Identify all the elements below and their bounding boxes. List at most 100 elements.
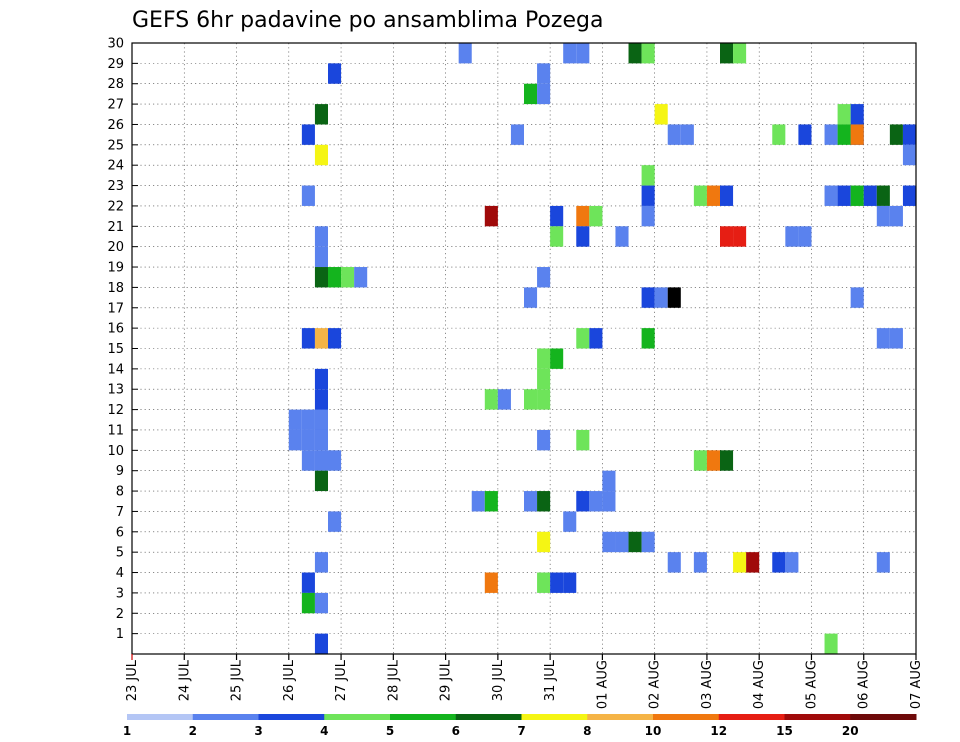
precip-cell (576, 43, 590, 64)
precip-cell (537, 491, 551, 512)
precip-cell (772, 124, 786, 145)
precip-cell (615, 226, 629, 247)
y-tick-label: 13 (107, 383, 124, 398)
precip-cell (889, 205, 903, 227)
precip-cell (641, 185, 655, 206)
precip-cell (850, 124, 864, 145)
precip-cell (301, 429, 315, 451)
colorbar-label: 1 (123, 724, 131, 738)
y-tick-label: 12 (107, 403, 124, 418)
y-tick-label: 21 (107, 220, 124, 235)
x-tick-label: 23 JUL (125, 659, 140, 701)
colorbar-segment (587, 714, 654, 720)
precip-cell (537, 531, 551, 553)
precip-cell (314, 328, 328, 349)
precip-cell (850, 104, 864, 125)
precip-cell (824, 124, 838, 145)
precip-cell (602, 491, 616, 512)
precip-cell (328, 267, 342, 288)
x-tick-label: 06 AUG (857, 660, 872, 709)
colorbar-segment (192, 714, 259, 720)
precip-cell (720, 226, 734, 247)
precip-cell (537, 83, 551, 105)
precip-cell (902, 124, 916, 145)
y-tick-label: 3 (116, 586, 124, 601)
precip-cell (314, 552, 328, 573)
y-tick-label: 24 (107, 159, 124, 174)
precip-cell (314, 409, 328, 430)
precip-cell (706, 185, 720, 206)
y-tick-label: 6 (116, 525, 124, 540)
precip-cell (524, 287, 538, 308)
precip-cell (301, 409, 315, 430)
precip-cell (550, 205, 564, 227)
y-tick-label: 11 (107, 423, 124, 438)
precip-cell (641, 205, 655, 227)
x-tick-label: 24 JUL (177, 659, 192, 701)
colorbar-segment (850, 714, 917, 720)
colorbar-segment (455, 714, 522, 720)
y-tick-label: 9 (116, 464, 124, 479)
precip-cell (876, 552, 890, 573)
x-tick-label: 28 JUL (386, 659, 401, 701)
precip-cell (497, 389, 511, 410)
precip-cell (693, 552, 707, 573)
x-tick-label: 07 AUG (909, 660, 924, 709)
precip-cell (288, 409, 302, 430)
precip-cell (589, 491, 603, 512)
precip-cell (876, 205, 890, 227)
precip-cell (288, 429, 302, 451)
colorbar-segment (324, 714, 391, 720)
precip-cell (733, 226, 747, 247)
x-tick-label: 29 JUL (439, 659, 454, 701)
colorbar-label: 12 (710, 724, 727, 738)
precip-cell (314, 592, 328, 614)
precip-cell (667, 287, 681, 308)
precip-cell (301, 450, 315, 471)
colorbar-segment (653, 714, 720, 720)
precip-cell (641, 165, 655, 186)
precip-cell (301, 572, 315, 593)
x-axis-labels: 23 JUL 24 JUL 25 JUL 26 JUL 27 JUL 28 JUL 29 J… (125, 654, 924, 709)
y-tick-label: 5 (116, 546, 124, 561)
y-tick-label: 28 (107, 77, 124, 92)
precip-cell (693, 185, 707, 206)
precip-cell (510, 124, 524, 145)
precip-cell (576, 328, 590, 349)
y-tick-label: 19 (107, 261, 124, 276)
precip-cell (301, 185, 315, 206)
y-tick-label: 26 (107, 118, 124, 133)
y-tick-label: 1 (116, 627, 124, 642)
precip-cell (785, 552, 799, 573)
precip-cell (876, 328, 890, 349)
precip-cell (458, 43, 472, 64)
precip-cell (484, 389, 498, 410)
precip-cell (550, 572, 564, 593)
y-tick-label: 29 (107, 57, 124, 72)
precip-cell (720, 185, 734, 206)
precip-cell (471, 491, 485, 512)
x-tick-label: 05 AUG (804, 660, 819, 709)
y-tick-label: 14 (107, 362, 124, 377)
colorbar-label: 2 (189, 724, 197, 738)
cell-layer (288, 43, 916, 654)
precip-cell (537, 368, 551, 390)
precip-cell (772, 552, 786, 573)
precip-cell (706, 450, 720, 471)
precip-cell (576, 429, 590, 451)
colorbar-label: 8 (583, 724, 591, 738)
y-tick-label: 16 (107, 322, 124, 337)
colorbar-segment (784, 714, 851, 720)
colorbar-label: 20 (842, 724, 859, 738)
x-tick-label: 26 JUL (282, 659, 297, 701)
precip-cell (484, 491, 498, 512)
y-tick-label: 18 (107, 281, 124, 296)
precip-cell (850, 185, 864, 206)
precip-cell (550, 226, 564, 247)
precip-cell (628, 43, 642, 64)
precip-cell (484, 205, 498, 227)
precip-cell (680, 124, 694, 145)
precip-cell (602, 470, 616, 492)
precip-cell (667, 124, 681, 145)
